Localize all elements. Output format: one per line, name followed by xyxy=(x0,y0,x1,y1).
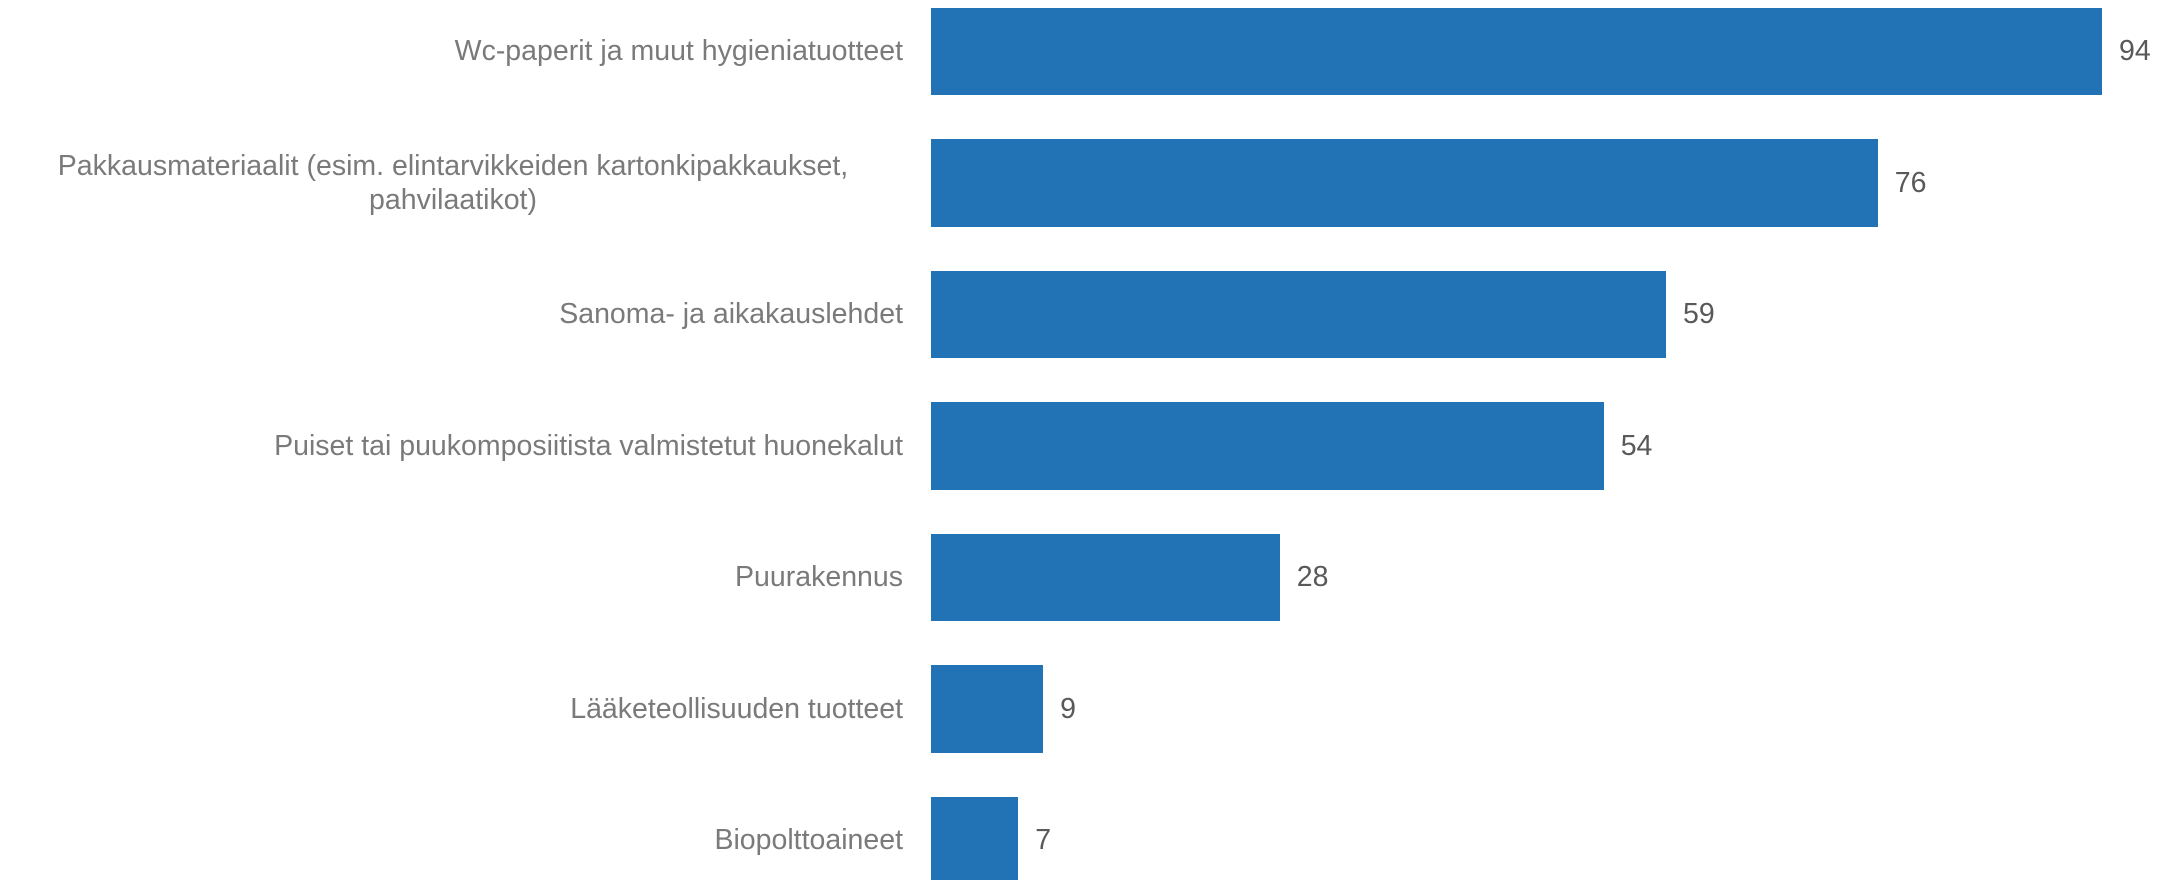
category-label: Sanoma- ja aikakauslehdet xyxy=(559,298,903,331)
bar xyxy=(931,139,1878,227)
bar xyxy=(931,270,1666,359)
value-label: 94 xyxy=(2119,35,2151,68)
value-label: 76 xyxy=(1894,166,1927,199)
bar xyxy=(931,796,1019,880)
category-label: Biopolttoaineet xyxy=(714,824,903,857)
bar xyxy=(931,7,2102,96)
bar xyxy=(931,402,1604,490)
value-label: 59 xyxy=(1682,298,1715,331)
category-label: Puurakennus xyxy=(735,561,903,594)
value-label: 9 xyxy=(1060,692,1076,725)
bar xyxy=(931,665,1044,753)
category-label: Pakkausmateriaalit (esim. elintarvikkeid… xyxy=(57,149,849,216)
category-label: Wc-paperit ja muut hygieniatuotteet xyxy=(454,35,903,68)
category-label: Puiset tai puukomposiitista valmistetut … xyxy=(274,429,903,462)
value-label: 7 xyxy=(1035,824,1052,857)
value-label: 54 xyxy=(1620,429,1653,462)
bar xyxy=(931,533,1280,622)
value-label: 28 xyxy=(1296,561,1329,594)
category-label: Lääketeollisuuden tuotteet xyxy=(570,692,903,725)
